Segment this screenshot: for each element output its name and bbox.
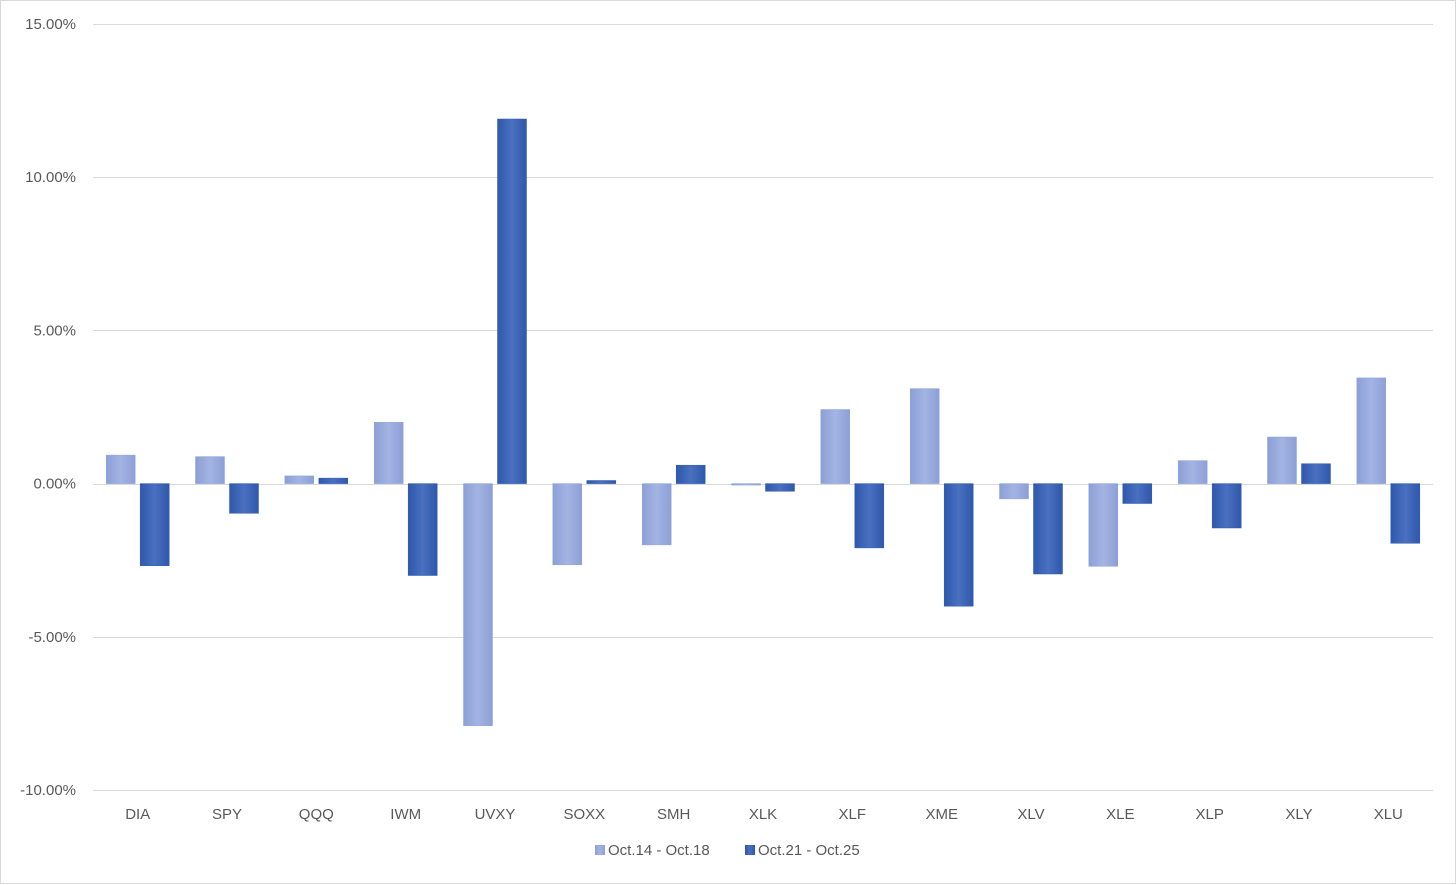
x-axis-tick-labels: DIA SPY QQQ IWM UVXY SOXX SMH XLK XLF XME XLV XLE XL… <box>125 806 1403 823</box>
y-tick-label: -10.00% <box>20 782 76 799</box>
y-tick-label: 0.00% <box>33 476 76 493</box>
bar-xlu-series-2 <box>1390 483 1421 544</box>
bar-spy-series-2 <box>229 483 259 514</box>
bar-soxx-series-2 <box>586 480 617 484</box>
y-tick-label: 10.00% <box>25 169 76 186</box>
bar-soxx-series-1 <box>552 483 583 566</box>
bar-xlv-series-1 <box>999 483 1029 500</box>
y-tick-label: 15.00% <box>25 16 76 33</box>
gridlines <box>93 24 1433 791</box>
x-tick-label: XLK <box>749 806 777 823</box>
bar-xlf-series-1 <box>820 409 851 484</box>
bar-xle-series-2 <box>1122 483 1153 504</box>
bar-xlk-series-1 <box>731 483 761 486</box>
bar-uvxy-series-1 <box>463 483 493 726</box>
bar-dia-series-1 <box>105 454 136 484</box>
bar-xly-series-1 <box>1267 436 1297 484</box>
y-tick-label: 5.00% <box>33 322 76 339</box>
legend-swatch-series-2 <box>745 845 755 855</box>
bar-xly-series-2 <box>1301 463 1331 484</box>
x-tick-label: SOXX <box>563 806 605 823</box>
x-tick-label: UVXY <box>475 806 516 823</box>
bar-xlk-series-2 <box>765 483 795 492</box>
x-tick-label: IWM <box>390 806 421 823</box>
x-tick-label: XLV <box>1017 806 1044 823</box>
bar-iwm-series-2 <box>407 483 438 576</box>
x-tick-label: QQQ <box>299 806 334 823</box>
bar-xme-series-1 <box>909 388 940 484</box>
bar-xlf-series-2 <box>854 483 885 549</box>
bar-xlu-series-1 <box>1356 377 1387 484</box>
legend-label-series-2: Oct.21 - Oct.25 <box>758 842 860 859</box>
bar-spy-series-1 <box>195 456 225 484</box>
bar-xlv-series-2 <box>1033 483 1063 575</box>
bar-dia-series-2 <box>139 483 170 566</box>
y-axis-tick-labels: 15.00% 10.00% 5.00% 0.00% -5.00% -10.00% <box>20 16 76 799</box>
bar-iwm-series-1 <box>373 422 404 484</box>
legend-label-series-1: Oct.14 - Oct.18 <box>608 842 710 859</box>
x-tick-label: SPY <box>212 806 242 823</box>
x-tick-label: XLP <box>1196 806 1224 823</box>
y-tick-label: -5.00% <box>28 629 76 646</box>
bar-xle-series-1 <box>1088 483 1119 567</box>
x-tick-label: XLF <box>839 806 867 823</box>
bars <box>105 118 1421 726</box>
bar-xme-series-2 <box>943 483 974 607</box>
x-tick-label: DIA <box>125 806 150 823</box>
bar-qqq-series-1 <box>284 475 315 484</box>
bar-xlp-series-1 <box>1177 460 1208 484</box>
legend-swatch-series-1 <box>595 845 605 855</box>
bar-uvxy-series-2 <box>497 118 527 484</box>
x-tick-label: XLE <box>1106 806 1134 823</box>
bar-qqq-series-2 <box>318 477 349 484</box>
x-tick-label: XLU <box>1374 806 1403 823</box>
x-tick-label: XLY <box>1285 806 1312 823</box>
bar-smh-series-2 <box>675 464 706 484</box>
x-tick-label: SMH <box>657 806 690 823</box>
x-tick-label: XME <box>925 806 958 823</box>
legend: Oct.14 - Oct.18 Oct.21 - Oct.25 <box>595 842 860 859</box>
bar-xlp-series-2 <box>1211 483 1242 529</box>
bar-smh-series-1 <box>641 483 672 546</box>
